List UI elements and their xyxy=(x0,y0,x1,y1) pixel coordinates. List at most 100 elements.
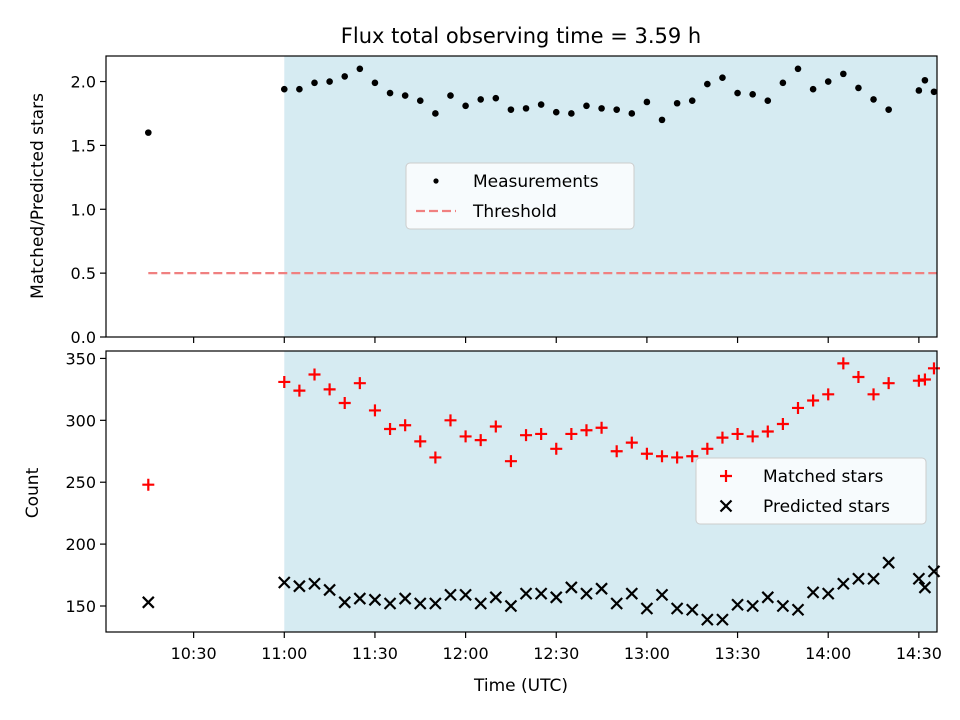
legend-box xyxy=(405,162,635,230)
measurement-point xyxy=(447,92,454,99)
predicted-stars-point xyxy=(595,582,608,595)
matched-stars-point xyxy=(867,388,880,401)
measurement-point xyxy=(145,129,152,136)
matched-stars-point xyxy=(323,383,336,396)
matched-stars-point xyxy=(731,427,744,440)
matched-stars-point xyxy=(671,451,684,464)
measurement-point xyxy=(794,65,802,73)
measurement-point xyxy=(522,105,530,112)
axes-frame xyxy=(105,350,938,633)
matched-stars-point xyxy=(837,357,850,370)
matched-stars-point xyxy=(656,450,669,463)
measurement-point xyxy=(401,92,409,99)
measurement-point xyxy=(749,91,756,98)
measurement-point xyxy=(462,102,469,110)
predicted-stars-point xyxy=(806,586,820,599)
predicted-stars-point xyxy=(413,597,427,610)
matched-stars-point xyxy=(716,431,729,444)
predicted-stars-point xyxy=(323,583,336,597)
x-tick-label: 11:00 xyxy=(261,644,307,663)
predicted-stars-point xyxy=(776,599,790,613)
predicted-stars-point xyxy=(701,613,714,626)
matched-stars-point xyxy=(807,394,820,407)
matched-stars-point xyxy=(595,421,608,434)
x-tick-label: 14:00 xyxy=(805,644,851,663)
measurement-point xyxy=(921,76,929,84)
matched-stars-point xyxy=(580,424,593,437)
measurement-point xyxy=(386,89,394,97)
predicted-stars-point xyxy=(580,587,593,600)
measurement-point xyxy=(779,79,787,87)
x-tick-label: 11:30 xyxy=(352,644,398,663)
measurement-point xyxy=(688,97,696,105)
x-axis-label: Time (UTC) xyxy=(473,676,568,696)
predicted-stars-point xyxy=(918,581,932,594)
measurement-point xyxy=(280,85,288,93)
matched-stars-point xyxy=(353,377,366,390)
matched-stars-point xyxy=(852,370,865,383)
measurement-point xyxy=(734,89,741,97)
matched-stars-point xyxy=(142,478,155,491)
predicted-stars-point xyxy=(534,587,548,600)
measurement-point xyxy=(537,101,545,108)
measurement-point xyxy=(492,94,500,102)
predicted-stars-point xyxy=(821,587,835,600)
y-tick-label: 1.5 xyxy=(71,136,96,155)
matched-stars-point xyxy=(399,419,412,432)
matched-stars-point xyxy=(489,420,502,433)
x-tick-label: 12:30 xyxy=(533,644,579,663)
matched-stars-point xyxy=(625,436,638,449)
predicted-stars-point xyxy=(504,599,518,613)
measurement-point xyxy=(296,85,303,93)
predicted-stars-point xyxy=(549,591,563,604)
y-tick-label: 150 xyxy=(65,597,96,616)
measurement-point xyxy=(326,78,333,85)
measurement-point xyxy=(673,99,681,107)
measurement-point xyxy=(824,78,832,85)
matched-stars-point xyxy=(535,427,548,440)
predicted-stars-point xyxy=(610,597,623,610)
measurement-point xyxy=(583,102,590,110)
y-tick-label: 1.0 xyxy=(71,200,96,219)
y-tick-label: 350 xyxy=(65,349,96,368)
predicted-stars-point xyxy=(791,603,805,616)
measurement-point xyxy=(477,96,485,103)
matched-stars-point xyxy=(610,445,623,458)
x-tick-label: 10:30 xyxy=(171,644,217,663)
measurement-point xyxy=(930,88,938,96)
predicted-stars-point xyxy=(398,592,412,605)
predicted-stars-point xyxy=(655,588,669,602)
measurement-point xyxy=(855,84,862,92)
predicted-stars-point xyxy=(429,597,442,610)
predicted-stars-point xyxy=(353,592,367,605)
predicted-stars-point xyxy=(474,597,487,610)
x-tick-label: 13:00 xyxy=(624,644,670,663)
matched-stars-point xyxy=(918,373,931,386)
axes-frame xyxy=(105,55,938,338)
matched-stars-point xyxy=(746,430,759,443)
predicted-stars-point xyxy=(837,577,850,590)
legend-plus-marker xyxy=(720,470,732,482)
y-tick-label: 200 xyxy=(65,535,96,554)
y-tick-label: 0.5 xyxy=(71,264,96,283)
measurement-point xyxy=(613,106,620,113)
legend-x-marker xyxy=(719,499,733,513)
matched-stars-point xyxy=(520,429,533,442)
predicted-stars-point xyxy=(640,602,654,615)
matched-stars-point xyxy=(565,427,578,440)
predicted-stars-point xyxy=(293,579,306,593)
predicted-stars-point xyxy=(565,581,578,594)
predicted-stars-point xyxy=(852,572,865,586)
matched-stars-point xyxy=(550,442,563,455)
matched-stars-point xyxy=(927,362,940,375)
measurement-point xyxy=(704,80,711,88)
measurement-point xyxy=(416,97,424,105)
predicted-stars-point xyxy=(308,577,321,590)
measurement-point xyxy=(356,65,364,73)
matched-stars-point xyxy=(384,422,397,435)
measurement-point xyxy=(915,87,923,94)
measurement-point xyxy=(628,110,636,117)
measurement-point xyxy=(507,106,515,113)
y-tick-label: 250 xyxy=(65,473,96,492)
matched-stars-point xyxy=(882,377,895,390)
